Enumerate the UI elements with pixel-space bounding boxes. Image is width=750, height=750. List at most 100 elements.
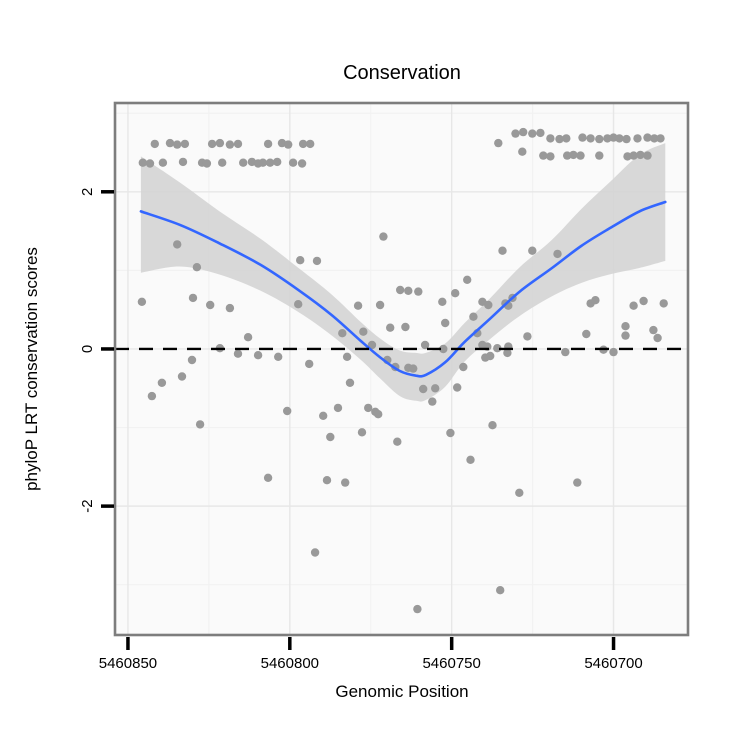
- data-point: [653, 333, 662, 343]
- data-point: [306, 139, 315, 149]
- data-point: [263, 139, 273, 149]
- data-point: [420, 340, 430, 350]
- data-point: [428, 397, 437, 406]
- smooth-line: [139, 200, 667, 378]
- data-point: [582, 329, 591, 339]
- x-axis-title: Genomic Position: [335, 682, 469, 701]
- data-point: [342, 352, 352, 361]
- data-point: [503, 348, 512, 358]
- data-point: [496, 586, 505, 595]
- data-point: [488, 421, 497, 430]
- data-point: [515, 488, 524, 497]
- data-point: [539, 151, 548, 160]
- data-point: [494, 138, 503, 148]
- data-point: [493, 344, 502, 353]
- data-point: [263, 473, 273, 482]
- data-point: [553, 249, 562, 259]
- data-point: [338, 329, 347, 338]
- data-point: [147, 391, 157, 401]
- data-point: [578, 133, 587, 142]
- data-point: [511, 129, 520, 138]
- data-point: [305, 359, 314, 369]
- data-point: [438, 297, 447, 306]
- data-point: [446, 428, 455, 438]
- data-point: [569, 150, 578, 160]
- data-point: [629, 301, 638, 310]
- data-point: [621, 322, 630, 331]
- y-axis-tick-label: -2: [79, 499, 96, 512]
- data-point: [439, 344, 448, 354]
- data-point: [283, 406, 292, 416]
- data-point: [481, 353, 490, 362]
- x-axis-tick-label: 5460700: [584, 655, 642, 672]
- data-point: [603, 134, 612, 143]
- data-point: [523, 332, 532, 341]
- data-point: [633, 134, 642, 143]
- data-point: [243, 333, 253, 342]
- data-point: [177, 372, 187, 381]
- data-point: [615, 134, 624, 143]
- y-axis-title: phyloP LRT conservation scores: [22, 247, 41, 491]
- data-point: [187, 355, 197, 365]
- data-point: [353, 301, 363, 310]
- data-point: [609, 347, 618, 357]
- data-point: [375, 300, 385, 310]
- data-point: [396, 285, 405, 295]
- data-point: [546, 152, 555, 161]
- data-point: [273, 157, 282, 167]
- data-point: [386, 323, 395, 332]
- data-point: [297, 159, 307, 168]
- data-point: [333, 403, 343, 413]
- data-point: [519, 127, 528, 137]
- data-point: [341, 478, 350, 487]
- data-point: [414, 287, 423, 296]
- data-point: [623, 152, 632, 161]
- data-point: [459, 362, 468, 372]
- data-point: [233, 139, 243, 149]
- data-point: [157, 378, 167, 387]
- data-point: [469, 312, 478, 321]
- confidence-ribbon: [140, 143, 666, 402]
- data-point: [202, 159, 212, 168]
- data-point: [441, 318, 450, 328]
- data-point: [178, 157, 188, 167]
- data-point: [621, 331, 630, 340]
- data-point: [239, 158, 248, 167]
- data-point: [561, 347, 570, 357]
- data-point: [622, 134, 631, 144]
- data-point: [643, 133, 652, 142]
- data-point: [555, 134, 564, 144]
- data-point: [188, 293, 198, 303]
- data-point: [419, 384, 428, 394]
- data-point: [345, 378, 355, 387]
- data-point: [215, 138, 225, 148]
- data-point: [466, 455, 475, 464]
- data-point: [656, 134, 665, 143]
- data-point: [180, 139, 190, 149]
- chart-title: Conservation: [343, 62, 461, 84]
- data-point: [498, 246, 507, 255]
- data-point: [225, 303, 235, 313]
- data-point: [367, 340, 377, 350]
- data-point: [374, 410, 383, 419]
- y-axis-tick-label: 0: [79, 345, 96, 353]
- data-point: [288, 158, 298, 167]
- data-point: [158, 158, 168, 167]
- data-point: [484, 300, 493, 310]
- data-point: [639, 296, 648, 306]
- data-point: [650, 134, 659, 143]
- data-point: [233, 349, 243, 358]
- data-point: [195, 420, 205, 429]
- data-point: [274, 352, 283, 361]
- data-point: [536, 128, 545, 138]
- data-point: [225, 140, 235, 149]
- data-point: [463, 275, 472, 284]
- data-point: [563, 151, 572, 160]
- data-point: [165, 138, 175, 148]
- data-point: [576, 151, 585, 160]
- data-point: [206, 300, 215, 310]
- panel-border: [113, 101, 690, 637]
- data-point: [218, 158, 227, 167]
- data-point: [451, 289, 460, 298]
